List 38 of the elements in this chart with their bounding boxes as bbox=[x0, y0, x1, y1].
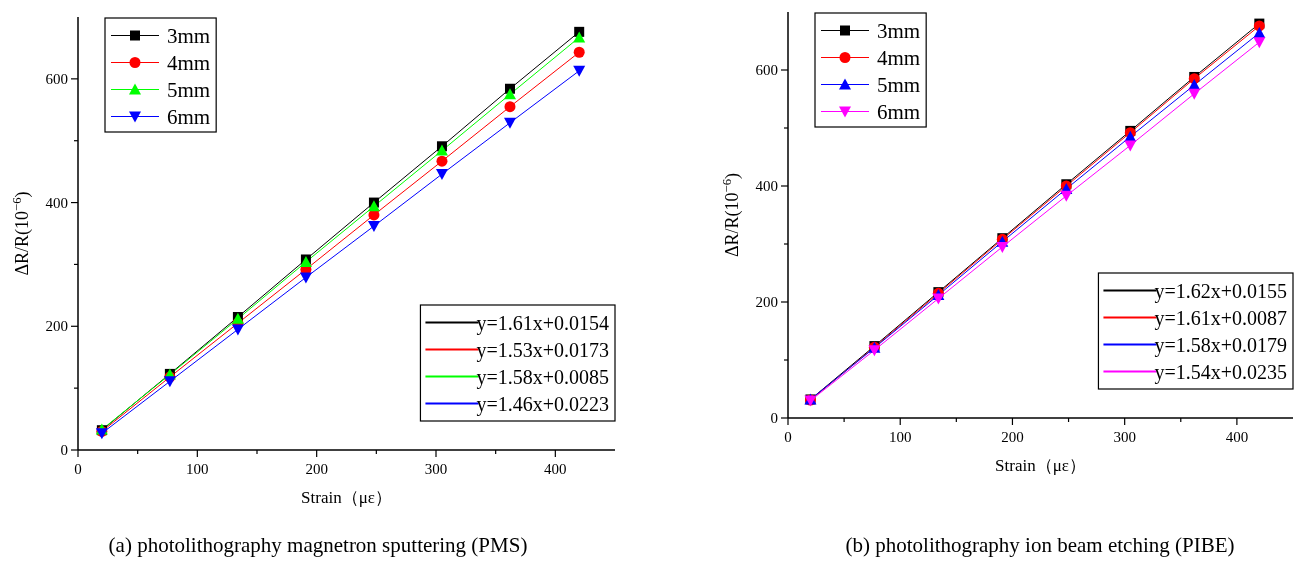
y-tick-label: 600 bbox=[755, 62, 778, 78]
x-tick-label: 100 bbox=[186, 461, 209, 477]
legend-label: 4mm bbox=[877, 45, 921, 70]
x-tick-label: 300 bbox=[424, 461, 448, 477]
x-tick-label: 100 bbox=[888, 429, 912, 445]
legend-label: 5mm bbox=[167, 77, 211, 102]
legend-label: 6mm bbox=[877, 99, 921, 124]
x-tick-label: 0 bbox=[74, 461, 82, 477]
text: (b) photolithography ion beam etching (PIBE) bbox=[845, 533, 1235, 557]
y-tick-label: 600 bbox=[45, 70, 68, 87]
y-tick-label: 200 bbox=[45, 318, 68, 335]
annotation: y=1.54x+0.0235 bbox=[1154, 360, 1287, 384]
legend-label: 3mm bbox=[877, 18, 921, 43]
annotation: y=1.46x+0.0223 bbox=[476, 392, 609, 416]
legend-label: 5mm bbox=[877, 72, 921, 97]
legend-label: 4mm bbox=[167, 50, 211, 75]
annotation: y=1.53x+0.0173 bbox=[476, 338, 609, 362]
annotation: y=1.61x+0.0087 bbox=[1154, 306, 1287, 330]
text: (a) photolithography magnetron sputtering (PMS) bbox=[108, 533, 528, 557]
y-tick-label: 400 bbox=[45, 194, 68, 211]
x-tick-label: 400 bbox=[1225, 429, 1249, 445]
y-tick-label: 0 bbox=[770, 410, 778, 426]
x-axis-title: Strain（με） bbox=[995, 456, 1086, 475]
x-tick-label: 200 bbox=[1001, 429, 1024, 445]
annotation: y=1.58x+0.0085 bbox=[476, 365, 609, 389]
y-tick-label: 0 bbox=[60, 442, 68, 458]
x-tick-label: 400 bbox=[544, 461, 567, 477]
annotation: y=1.62x+0.0155 bbox=[1154, 279, 1287, 303]
x-tick-label: 200 bbox=[305, 461, 328, 477]
y-tick-label: 400 bbox=[755, 178, 778, 194]
x-axis-title: Strain（με） bbox=[301, 488, 392, 507]
annotation: y=1.58x+0.0179 bbox=[1154, 333, 1287, 357]
y-tick-label: 200 bbox=[755, 294, 778, 310]
legend-label: 3mm bbox=[167, 23, 211, 48]
annotation: y=1.61x+0.0154 bbox=[476, 311, 609, 335]
legend-label: 6mm bbox=[167, 104, 211, 129]
x-tick-label: 300 bbox=[1113, 429, 1136, 445]
x-tick-label: 0 bbox=[784, 429, 792, 445]
